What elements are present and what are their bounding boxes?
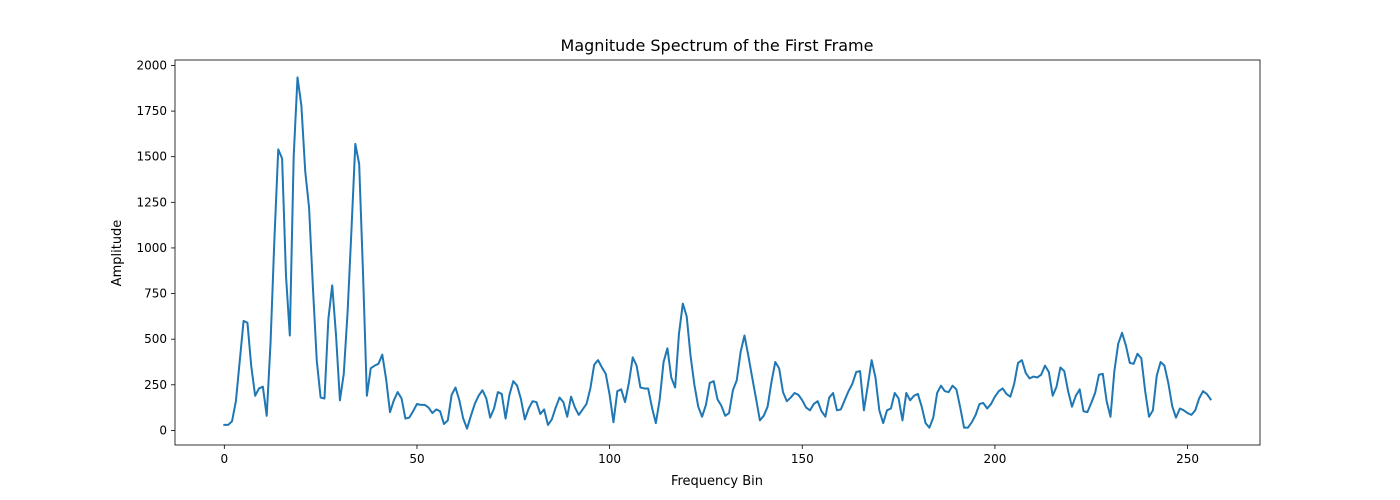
x-tick-label: 200: [983, 452, 1006, 466]
plot-area: [174, 59, 1261, 446]
x-tick-label: 250: [1176, 452, 1199, 466]
y-tick-label: 250: [144, 378, 167, 392]
x-tick-label: 150: [791, 452, 814, 466]
y-tick-label: 1250: [136, 195, 167, 209]
x-tick-label: 100: [598, 452, 621, 466]
y-tick-label: 0: [159, 423, 167, 437]
x-tick-label: 50: [409, 452, 424, 466]
spectrum-line: [223, 76, 1213, 430]
y-tick-label: 500: [144, 332, 167, 346]
chart-title: Magnitude Spectrum of the First Frame: [561, 36, 874, 55]
y-axis-label: Amplitude: [110, 220, 125, 287]
x-axis-label: Frequency Bin: [671, 474, 763, 489]
y-axis: 0 250 500 750 1000 1250 1500 1750 2000: [136, 58, 175, 437]
y-tick-label: 1000: [136, 241, 167, 255]
plot-frame: [174, 59, 1261, 446]
y-tick-label: 2000: [136, 58, 167, 72]
y-tick-label: 750: [144, 287, 167, 301]
x-tick-label: 0: [220, 452, 228, 466]
y-tick-label: 1500: [136, 150, 167, 164]
y-tick-label: 1750: [136, 104, 167, 118]
x-axis: 0 50 100 150 200 250: [220, 445, 1199, 466]
